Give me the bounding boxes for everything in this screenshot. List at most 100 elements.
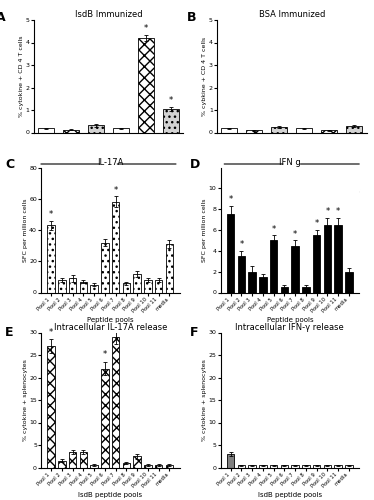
Bar [334, 465, 342, 468]
Bar [345, 465, 353, 468]
Title: IL-17A: IL-17A [97, 158, 123, 166]
Text: IFN-γ: IFN-γ [347, 186, 361, 198]
Bar [91, 284, 98, 292]
Text: IL-4: IL-4 [299, 186, 310, 196]
Bar [80, 282, 87, 292]
Title: Intracellular IFN-γ release: Intracellular IFN-γ release [236, 322, 344, 332]
Bar [69, 452, 76, 468]
Text: IL-4: IL-4 [41, 186, 52, 196]
Bar [112, 337, 119, 468]
Text: IL-17A: IL-17A [138, 186, 154, 199]
Bar [134, 456, 141, 468]
Bar [313, 235, 321, 292]
Bar [221, 128, 237, 132]
Title: IFN g: IFN g [279, 158, 301, 166]
Text: IL-4: IL-4 [116, 186, 126, 196]
Text: *: * [144, 24, 148, 34]
Bar [227, 454, 234, 468]
Text: *: * [49, 210, 53, 219]
Bar [291, 465, 299, 468]
Bar [134, 274, 141, 292]
Bar [313, 465, 321, 468]
Bar [259, 277, 267, 292]
Bar [38, 128, 54, 132]
Bar [112, 202, 119, 292]
X-axis label: Peptide pools: Peptide pools [267, 316, 313, 322]
Text: B: B [187, 11, 196, 24]
Text: stimulated with IsdB: stimulated with IsdB [119, 176, 175, 180]
Bar [155, 280, 162, 292]
Text: C: C [5, 158, 14, 170]
Bar [47, 226, 55, 292]
Bar [321, 130, 337, 132]
Text: IL-17A: IL-17A [246, 186, 263, 199]
Text: *: * [293, 230, 297, 239]
Text: *: * [169, 96, 173, 106]
Bar [123, 283, 130, 292]
Bar [270, 465, 278, 468]
Y-axis label: SFC per million cells: SFC per million cells [202, 198, 207, 262]
Y-axis label: % cytokine + splenocytes: % cytokine + splenocytes [23, 359, 28, 441]
Bar [270, 240, 278, 292]
Bar [296, 128, 312, 132]
Bar [281, 465, 288, 468]
Bar [271, 127, 287, 132]
X-axis label: IsdB peptide pools: IsdB peptide pools [78, 492, 142, 498]
Bar [345, 272, 353, 292]
Bar [324, 465, 331, 468]
Bar [101, 368, 109, 468]
Text: *: * [336, 207, 340, 216]
Bar [138, 38, 154, 132]
Text: *: * [103, 350, 107, 360]
Text: F: F [190, 326, 199, 339]
Text: IL-17A: IL-17A [321, 186, 337, 199]
Text: IFN-γ: IFN-γ [164, 186, 178, 198]
Bar [166, 244, 173, 292]
Text: unstimulated: unstimulated [52, 176, 89, 180]
Y-axis label: % cytokine + CD 4 T cells: % cytokine + CD 4 T cells [19, 36, 24, 117]
Bar [80, 452, 87, 468]
Text: *: * [325, 207, 329, 216]
Bar [291, 246, 299, 292]
Text: E: E [5, 326, 14, 339]
Bar [63, 130, 79, 132]
Bar [324, 225, 331, 292]
Bar [238, 465, 245, 468]
Y-axis label: % cytokine + splenocytes: % cytokine + splenocytes [202, 359, 207, 441]
Text: *: * [272, 224, 276, 234]
Y-axis label: SFC per million cells: SFC per million cells [23, 198, 28, 262]
Text: *: * [315, 220, 319, 228]
Text: *: * [239, 240, 243, 250]
Bar [58, 280, 66, 292]
Bar [47, 346, 55, 468]
Bar [91, 465, 98, 468]
Title: IsdB Immunized: IsdB Immunized [75, 10, 142, 19]
Text: A: A [0, 11, 6, 24]
Bar [144, 465, 152, 468]
Bar [346, 126, 362, 132]
Text: *: * [229, 196, 233, 204]
Text: IL-4: IL-4 [224, 186, 235, 196]
Bar [69, 278, 76, 292]
Text: IFN-γ: IFN-γ [89, 186, 103, 198]
Bar [166, 465, 173, 468]
Text: unstimulated: unstimulated [235, 176, 272, 180]
Title: BSA Immunized: BSA Immunized [258, 10, 325, 19]
Bar [246, 130, 263, 132]
X-axis label: Peptide pools: Peptide pools [87, 316, 134, 322]
Bar [123, 463, 130, 468]
Bar [281, 288, 288, 292]
Bar [58, 461, 66, 468]
Bar [144, 280, 152, 292]
Text: D: D [190, 158, 200, 170]
Title: Intracellular IL-17A release: Intracellular IL-17A release [53, 322, 167, 332]
Text: stimulated with BSA: stimulated with BSA [302, 176, 358, 180]
Text: *: * [114, 186, 118, 195]
Y-axis label: % cybkine + CD 4 T cells: % cybkine + CD 4 T cells [202, 36, 207, 116]
Bar [248, 272, 256, 292]
Bar [155, 465, 162, 468]
Text: *: * [49, 328, 53, 337]
Bar [238, 256, 245, 292]
Text: IL-17A: IL-17A [63, 186, 79, 199]
Bar [88, 126, 104, 132]
